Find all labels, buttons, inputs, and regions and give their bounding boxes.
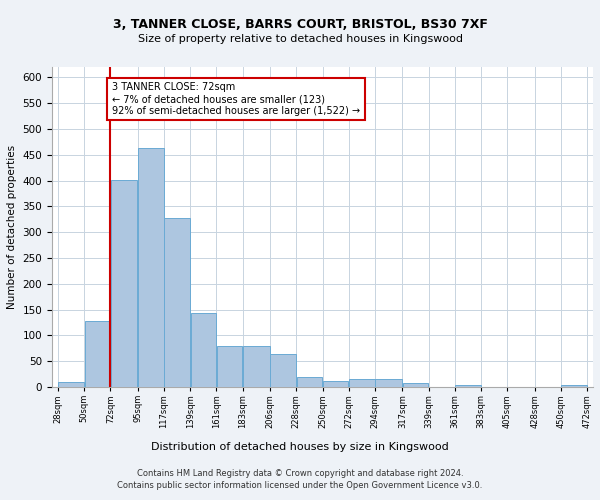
Bar — [349, 380, 374, 387]
Text: Contains HM Land Registry data © Crown copyright and database right 2024.: Contains HM Land Registry data © Crown c… — [137, 468, 463, 477]
Bar — [217, 346, 242, 387]
Text: 3 TANNER CLOSE: 72sqm
← 7% of detached houses are smaller (123)
92% of semi-deta: 3 TANNER CLOSE: 72sqm ← 7% of detached h… — [112, 82, 359, 116]
Bar — [111, 180, 137, 387]
Text: 3, TANNER CLOSE, BARRS COURT, BRISTOL, BS30 7XF: 3, TANNER CLOSE, BARRS COURT, BRISTOL, B… — [113, 18, 487, 30]
Bar — [58, 382, 84, 387]
Bar — [271, 354, 296, 387]
Bar — [376, 380, 402, 387]
Bar — [455, 384, 481, 387]
Bar — [403, 384, 428, 387]
Text: Size of property relative to detached houses in Kingswood: Size of property relative to detached ho… — [137, 34, 463, 44]
Bar — [243, 346, 269, 387]
Bar — [561, 384, 587, 387]
Y-axis label: Number of detached properties: Number of detached properties — [7, 145, 17, 309]
Text: Distribution of detached houses by size in Kingswood: Distribution of detached houses by size … — [151, 442, 449, 452]
Bar — [138, 148, 164, 387]
Bar — [191, 312, 216, 387]
Bar — [164, 218, 190, 387]
Text: Contains public sector information licensed under the Open Government Licence v3: Contains public sector information licen… — [118, 481, 482, 490]
Bar — [323, 381, 349, 387]
Bar — [85, 321, 110, 387]
Bar — [296, 377, 322, 387]
